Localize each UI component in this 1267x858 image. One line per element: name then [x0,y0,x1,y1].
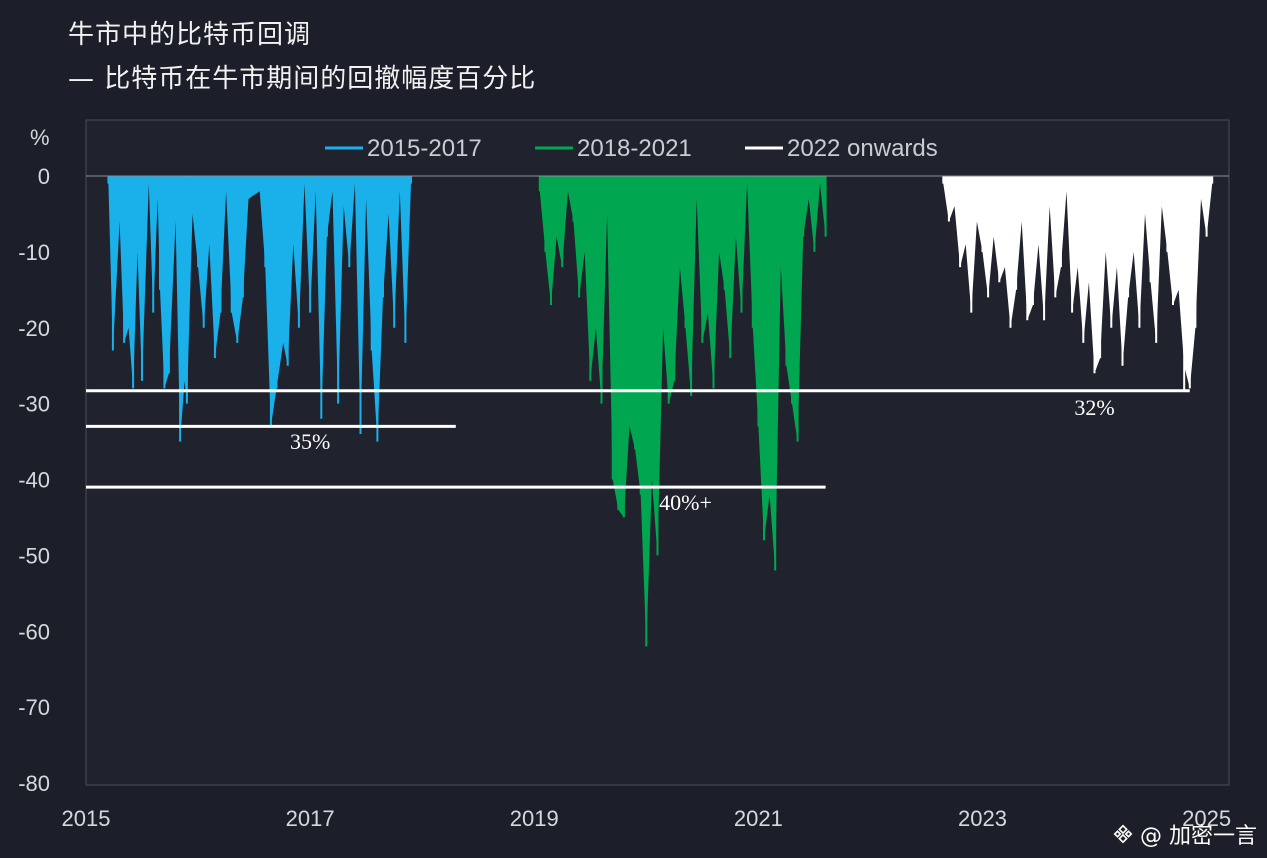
y-tick-label: -70 [18,695,50,720]
y-tick-label: -60 [18,619,50,644]
watermark: @ 加密一言 [1112,818,1257,850]
series-layer [107,176,1214,647]
threshold-label: 40%+ [659,490,712,515]
series-area [539,176,826,647]
chart-subtitle: — 比特币在牛市期间的回撤幅度百分比 [68,64,537,94]
x-tick-label: 2023 [958,806,1007,831]
y-ticks: 0 -10 -20 -30 -40 -50 -60 -70 -80 [18,164,50,796]
legend: 2015-2017 2018-2021 2022 onwards [325,135,938,162]
legend-label: 2015-2017 [367,135,482,162]
y-tick-label: -10 [18,240,50,265]
chart-title: 牛市中的比特币回调 [68,20,312,50]
threshold-label: 32% [1074,395,1114,420]
x-tick-label: 2015 [62,806,111,831]
y-tick-label: -50 [18,543,50,568]
series-1 [107,176,412,442]
x-tick-label: 2017 [286,806,335,831]
threshold-label: 35% [290,429,330,454]
legend-label: 2018-2021 [577,135,692,162]
y-tick-label: -20 [18,316,50,341]
y-axis-label: % [30,125,50,150]
y-tick-label: -80 [18,771,50,796]
x-tick-label: 2021 [734,806,783,831]
y-tick-label: 0 [38,164,50,189]
legend-label: 2022 onwards [787,135,938,162]
x-tick-label: 2025 [1182,806,1231,831]
series-2 [538,176,827,647]
series-3 [942,176,1214,389]
annotation-layer: 35% 40%+ 32% [86,365,1190,515]
x-ticks: 2015 2017 2019 2021 2023 2025 [62,806,1232,831]
y-tick-label: -30 [18,392,50,417]
watermark-text: @ 加密一言 [1140,824,1257,849]
binance-logo-icon [1113,824,1133,844]
y-tick-label: -40 [18,468,50,493]
x-tick-label: 2019 [510,806,559,831]
